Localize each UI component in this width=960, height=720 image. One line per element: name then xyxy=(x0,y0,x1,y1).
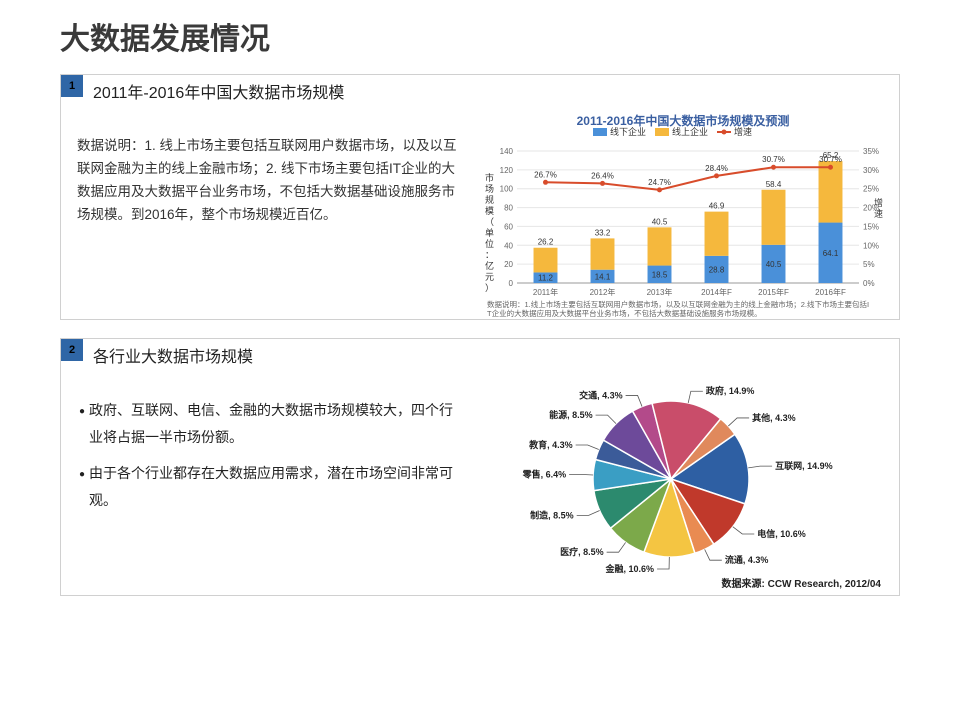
svg-text:10%: 10% xyxy=(863,241,879,250)
svg-text:25%: 25% xyxy=(863,185,879,194)
pie-chart: 互联网, 14.9% 电信, 10.6% 流通, 4.3% 金融, 10.6%医疗, … xyxy=(463,375,893,599)
section-1-number: 1 xyxy=(61,75,83,97)
svg-text:2011年: 2011年 xyxy=(533,287,558,297)
svg-text:24.7%: 24.7% xyxy=(648,178,671,187)
svg-text:120: 120 xyxy=(500,166,514,175)
svg-text:2015年F: 2015年F xyxy=(758,287,789,297)
svg-text:2014年F: 2014年F xyxy=(701,287,732,297)
svg-text:亿: 亿 xyxy=(485,260,494,271)
svg-text:2011-2016年中国大数据市场规模及预测: 2011-2016年中国大数据市场规模及预测 xyxy=(577,113,790,128)
svg-text:能源, 8.5%: 能源, 8.5% xyxy=(549,409,593,420)
section-2-text: 政府、互联网、电信、金融的大数据市场规模较大，四个行业将占据一半市场份额。 由于… xyxy=(61,371,463,605)
svg-text:40: 40 xyxy=(504,241,513,250)
bar-line-chart: 2011-2016年中国大数据市场规模及预测线下企业线上企业增速02040608… xyxy=(473,111,893,321)
section-2-number: 2 xyxy=(61,339,83,361)
svg-text:20: 20 xyxy=(504,260,513,269)
svg-text:2012年: 2012年 xyxy=(590,287,616,297)
svg-text:单: 单 xyxy=(485,227,494,238)
svg-text:26.4%: 26.4% xyxy=(591,171,614,180)
svg-text:金融, 10.6%: 金融, 10.6% xyxy=(605,563,655,574)
svg-text:2013年: 2013年 xyxy=(647,287,673,297)
svg-text:：: ： xyxy=(485,250,494,260)
svg-text:40.5: 40.5 xyxy=(766,260,782,269)
svg-text:28.8: 28.8 xyxy=(709,265,725,274)
svg-text:医疗, 8.5%: 医疗, 8.5% xyxy=(560,546,604,557)
svg-text:电信, 10.6%: 电信, 10.6% xyxy=(757,528,806,539)
svg-text:46.9: 46.9 xyxy=(709,202,725,211)
section-1-text: 数据说明：1. 线上市场主要包括互联网用户数据市场，以及以互联网金融为主的线上金… xyxy=(61,107,469,327)
bullet-1: 政府、互联网、电信、金融的大数据市场规模较大，四个行业将占据一半市场份额。 xyxy=(89,397,459,450)
svg-text:速: 速 xyxy=(874,209,883,219)
svg-text:15%: 15% xyxy=(863,222,879,231)
section-2-chart: 互联网, 14.9% 电信, 10.6% 流通, 4.3% 金融, 10.6%医疗, … xyxy=(463,371,899,605)
svg-text:市: 市 xyxy=(485,172,494,183)
svg-text:58.4: 58.4 xyxy=(766,180,782,189)
svg-text:互联网, 14.9%: 互联网, 14.9% xyxy=(775,460,833,471)
svg-text:场: 场 xyxy=(485,184,494,194)
svg-text:线下企业: 线下企业 xyxy=(610,126,646,137)
bullet-2: 由于各个行业都存在大数据应用需求，潜在市场空间非常可观。 xyxy=(89,460,459,513)
svg-text:80: 80 xyxy=(504,204,513,213)
svg-text:其他, 4.3%: 其他, 4.3% xyxy=(752,412,796,423)
svg-text:100: 100 xyxy=(500,185,514,194)
svg-text:11.2: 11.2 xyxy=(538,274,554,283)
svg-text:元: 元 xyxy=(485,272,494,282)
svg-text:5%: 5% xyxy=(863,260,875,269)
svg-text:0: 0 xyxy=(509,279,514,288)
svg-text:教育, 4.3%: 教育, 4.3% xyxy=(528,439,573,450)
svg-text:增速: 增速 xyxy=(734,126,752,137)
svg-text:28.4%: 28.4% xyxy=(705,164,728,173)
svg-text:26.2: 26.2 xyxy=(538,238,554,247)
svg-text:制造, 8.5%: 制造, 8.5% xyxy=(530,509,574,520)
svg-text:30.7%: 30.7% xyxy=(819,155,842,164)
svg-text:（: （ xyxy=(485,217,494,227)
svg-text:140: 140 xyxy=(500,147,514,156)
page-title: 大数据发展情况 xyxy=(0,0,960,68)
section-1: 1 2011年-2016年中国大数据市场规模 数据说明：1. 线上市场主要包括互… xyxy=(60,74,900,320)
svg-text:26.7%: 26.7% xyxy=(534,170,557,179)
svg-text:政府, 14.9%: 政府, 14.9% xyxy=(706,385,755,396)
svg-text:）: ） xyxy=(485,283,494,293)
svg-text:35%: 35% xyxy=(863,147,879,156)
section-2-title: 各行业大数据市场规模 xyxy=(61,339,899,371)
svg-text:交通, 4.3%: 交通, 4.3% xyxy=(579,389,623,400)
svg-text:规: 规 xyxy=(485,195,494,205)
svg-text:33.2: 33.2 xyxy=(595,228,611,237)
svg-text:流通, 4.3%: 流通, 4.3% xyxy=(725,554,769,565)
svg-text:2016年F: 2016年F xyxy=(815,287,846,297)
svg-text:数据说明：1.线上市场主要包括互联网用户数据市场，以及以互联: 数据说明：1.线上市场主要包括互联网用户数据市场，以及以互联网金融为主的线上金融… xyxy=(487,299,869,309)
svg-text:14.1: 14.1 xyxy=(595,272,611,281)
svg-text:0%: 0% xyxy=(863,279,875,288)
section-2: 2 各行业大数据市场规模 政府、互联网、电信、金融的大数据市场规模较大，四个行业… xyxy=(60,338,900,596)
svg-text:增: 增 xyxy=(874,197,883,208)
svg-text:数据来源: CCW Research, 2012/04: 数据来源: CCW Research, 2012/04 xyxy=(721,577,881,590)
svg-text:60: 60 xyxy=(504,222,513,231)
svg-text:线上企业: 线上企业 xyxy=(672,126,708,137)
svg-text:30.7%: 30.7% xyxy=(762,155,785,164)
svg-text:位: 位 xyxy=(485,238,494,249)
svg-text:零售, 6.4%: 零售, 6.4% xyxy=(522,468,567,479)
section-1-title: 2011年-2016年中国大数据市场规模 xyxy=(61,75,899,107)
svg-text:30%: 30% xyxy=(863,166,879,175)
svg-text:40.5: 40.5 xyxy=(652,217,668,226)
svg-text:18.5: 18.5 xyxy=(652,270,668,279)
svg-text:64.1: 64.1 xyxy=(823,249,839,258)
svg-text:T企业的大数据应用及大数据平台业务市场，不包括大数据基础设施: T企业的大数据应用及大数据平台业务市场，不包括大数据基础设施服务市场规模。 xyxy=(487,308,762,318)
svg-text:模: 模 xyxy=(485,206,494,216)
section-1-chart: 2011-2016年中国大数据市场规模及预测线下企业线上企业增速02040608… xyxy=(469,107,899,327)
